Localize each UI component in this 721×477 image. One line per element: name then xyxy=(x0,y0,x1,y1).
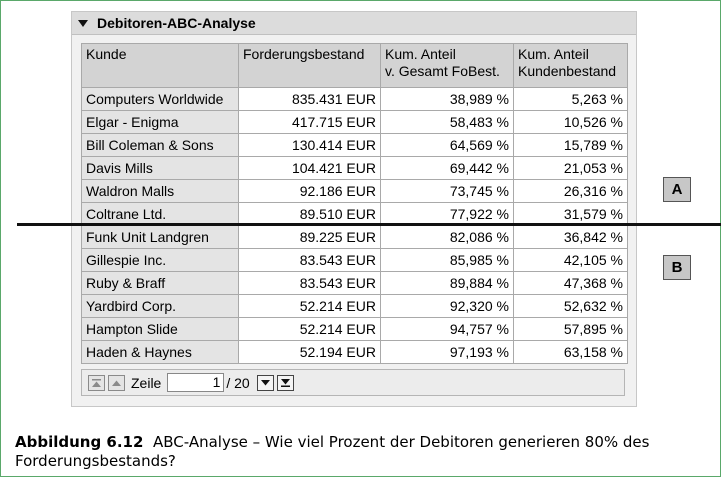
cell-kum-anteil-fobest: 77,922 % xyxy=(380,202,514,226)
group-divider-line xyxy=(17,223,721,226)
next-page-button[interactable] xyxy=(256,374,274,391)
row-input[interactable]: 1 xyxy=(167,373,225,392)
table-row[interactable]: Haden & Haynes 52.194 EUR 97,193 % 63,158 % xyxy=(81,340,628,364)
table-row[interactable]: Elgar - Enigma 417.715 EUR 58,483 % 10,526 … xyxy=(81,110,628,134)
caption-line-1: ABC-Analyse – Wie viel Prozent der Debit… xyxy=(152,433,650,451)
cell-forderungsbestand: 92.186 EUR xyxy=(238,179,381,203)
previous-page-button[interactable] xyxy=(108,374,125,391)
table-row[interactable]: Ruby & Braff 83.543 EUR 89,884 % 47,368 % xyxy=(81,271,628,295)
first-page-button[interactable] xyxy=(88,374,105,391)
panel-header[interactable]: Debitoren-ABC-Analyse xyxy=(72,12,636,35)
cell-kum-anteil-kundenbestand: 21,053 % xyxy=(513,156,628,180)
cell-kum-anteil-kundenbestand: 36,842 % xyxy=(513,225,628,249)
table-row[interactable]: Yardbird Corp. 52.214 EUR 92,320 % 52,632 % xyxy=(81,294,628,318)
last-page-button[interactable] xyxy=(276,374,294,391)
cell-kunde: Gillespie Inc. xyxy=(81,248,239,272)
cell-kum-anteil-fobest: 82,086 % xyxy=(380,225,514,249)
group-marker-a: A xyxy=(663,177,691,202)
table-row[interactable]: Coltrane Ltd. 89.510 EUR 77,922 % 31,579 % xyxy=(81,202,628,226)
cell-kum-anteil-fobest: 38,989 % xyxy=(380,87,514,111)
cell-forderungsbestand: 52.214 EUR xyxy=(238,294,381,318)
cell-kum-anteil-fobest: 73,745 % xyxy=(380,179,514,203)
table-row[interactable]: Funk Unit Landgren 89.225 EUR 82,086 % 36,8… xyxy=(81,225,628,249)
cell-forderungsbestand: 104.421 EUR xyxy=(238,156,381,180)
cell-kum-anteil-kundenbestand: 26,316 % xyxy=(513,179,628,203)
table-row[interactable]: Davis Mills 104.421 EUR 69,442 % 21,053 % xyxy=(81,156,628,180)
cell-kum-anteil-fobest: 69,442 % xyxy=(380,156,514,180)
cell-forderungsbestand: 89.510 EUR xyxy=(238,202,381,226)
cell-kunde: Waldron Malls xyxy=(81,179,239,203)
cell-kunde: Computers Worldwide xyxy=(81,87,239,111)
cell-forderungsbestand: 83.543 EUR xyxy=(238,248,381,272)
row-total: / 20 xyxy=(226,374,250,391)
panel-title: Debitoren-ABC-Analyse xyxy=(97,15,256,31)
figure-caption: Abbildung 6.12 ABC-Analyse – Wie viel Pr… xyxy=(15,433,715,471)
cell-forderungsbestand: 83.543 EUR xyxy=(238,271,381,295)
table-header-row: Kunde Forderungsbestand Kum. Anteil v. Ge… xyxy=(81,43,628,88)
abc-analysis-panel: Debitoren-ABC-Analyse Kunde Forderungsbe… xyxy=(71,11,637,407)
cell-kum-anteil-kundenbestand: 63,158 % xyxy=(513,340,628,364)
cell-forderungsbestand: 89.225 EUR xyxy=(238,225,381,249)
row-label: Zeile xyxy=(131,374,162,391)
cell-kum-anteil-kundenbestand: 5,263 % xyxy=(513,87,628,111)
chevron-down-icon xyxy=(260,379,270,385)
cell-forderungsbestand: 52.194 EUR xyxy=(238,340,381,364)
collapse-triangle-icon[interactable] xyxy=(78,19,88,27)
cell-kum-anteil-fobest: 97,193 % xyxy=(380,340,514,364)
cell-kum-anteil-kundenbestand: 15,789 % xyxy=(513,133,628,157)
group-marker-b: B xyxy=(663,255,691,280)
caption-label: Abbildung 6.12 xyxy=(15,433,144,451)
caption-line-2: Forderungsbestands? xyxy=(15,452,176,470)
table-row[interactable]: Waldron Malls 92.186 EUR 73,745 % 26,316 % xyxy=(81,179,628,203)
cell-kum-anteil-fobest: 58,483 % xyxy=(380,110,514,134)
cell-kum-anteil-kundenbestand: 52,632 % xyxy=(513,294,628,318)
last-page-icon xyxy=(280,378,290,387)
column-header-kum-anteil-fobest[interactable]: Kum. Anteil v. Gesamt FoBest. xyxy=(380,43,514,88)
cell-kum-anteil-fobest: 85,985 % xyxy=(380,248,514,272)
cell-forderungsbestand: 130.414 EUR xyxy=(238,133,381,157)
chevron-up-icon xyxy=(112,380,121,386)
debtor-table: Kunde Forderungsbestand Kum. Anteil v. Ge… xyxy=(81,43,628,364)
cell-forderungsbestand: 835.431 EUR xyxy=(238,87,381,111)
cell-kum-anteil-fobest: 89,884 % xyxy=(380,271,514,295)
cell-forderungsbestand: 52.214 EUR xyxy=(238,317,381,341)
cell-kunde: Davis Mills xyxy=(81,156,239,180)
cell-kum-anteil-kundenbestand: 47,368 % xyxy=(513,271,628,295)
table-row[interactable]: Computers Worldwide 835.431 EUR 38,989 % 5,… xyxy=(81,87,628,111)
cell-kunde: Ruby & Braff xyxy=(81,271,239,295)
table-row[interactable]: Gillespie Inc. 83.543 EUR 85,985 % 42,105 % xyxy=(81,248,628,272)
cell-kum-anteil-kundenbestand: 10,526 % xyxy=(513,110,628,134)
table-pager: Zeile 1 / 20 xyxy=(81,369,625,396)
cell-kunde: Bill Coleman & Sons xyxy=(81,133,239,157)
cell-kum-anteil-kundenbestand: 57,895 % xyxy=(513,317,628,341)
cell-kum-anteil-fobest: 64,569 % xyxy=(380,133,514,157)
cell-forderungsbestand: 417.715 EUR xyxy=(238,110,381,134)
table-row[interactable]: Hampton Slide 52.214 EUR 94,757 % 57,895 % xyxy=(81,317,628,341)
cell-kunde: Hampton Slide xyxy=(81,317,239,341)
cell-kunde: Elgar - Enigma xyxy=(81,110,239,134)
cell-kum-anteil-fobest: 92,320 % xyxy=(380,294,514,318)
cell-kunde: Haden & Haynes xyxy=(81,340,239,364)
cell-kunde: Coltrane Ltd. xyxy=(81,202,239,226)
cell-kunde: Funk Unit Landgren xyxy=(81,225,239,249)
cell-kunde: Yardbird Corp. xyxy=(81,294,239,318)
column-header-kunde[interactable]: Kunde xyxy=(81,43,239,88)
column-header-forderungsbestand[interactable]: Forderungsbestand xyxy=(238,43,381,88)
column-header-kum-anteil-kundenbestand[interactable]: Kum. Anteil Kundenbestand xyxy=(513,43,628,88)
first-page-icon xyxy=(92,378,101,387)
cell-kum-anteil-fobest: 94,757 % xyxy=(380,317,514,341)
table-row[interactable]: Bill Coleman & Sons 130.414 EUR 64,569 % 15… xyxy=(81,133,628,157)
cell-kum-anteil-kundenbestand: 42,105 % xyxy=(513,248,628,272)
